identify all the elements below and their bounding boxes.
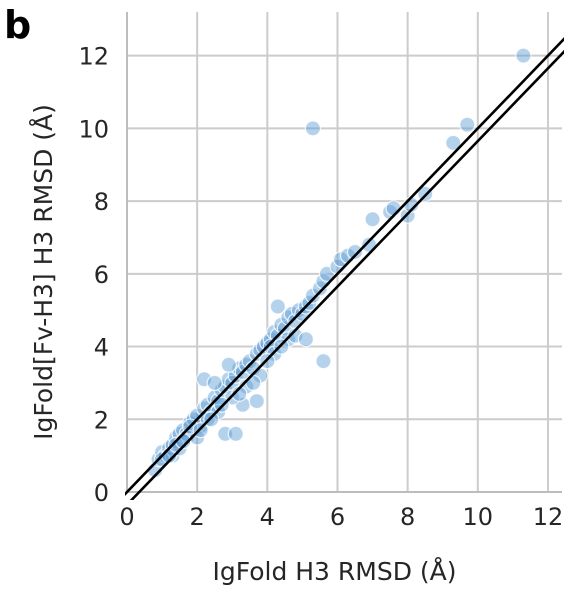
data-point [206, 374, 223, 392]
y-tick-label: 2 [94, 406, 109, 434]
y-tick-label: 6 [94, 261, 109, 289]
axes [126, 12, 562, 493]
reference-lines [125, 37, 564, 500]
x-tick-label: 2 [190, 503, 205, 531]
data-points [146, 47, 532, 479]
tick-labels: 0 2 4 6 8 10 12 0 2 4 6 8 10 12 [78, 43, 563, 531]
data-point [515, 47, 532, 64]
data-point [227, 425, 244, 442]
y-tick-label: 12 [78, 43, 109, 71]
data-point [364, 211, 381, 228]
y-tick-label: 0 [94, 479, 109, 507]
data-point [220, 356, 237, 373]
reference-line [129, 49, 564, 500]
panel-label: b [4, 3, 31, 47]
data-point [269, 298, 286, 315]
data-point [304, 120, 322, 137]
data-point [459, 116, 476, 133]
x-tick-label: 12 [533, 503, 564, 531]
data-point [315, 352, 332, 370]
x-tick-label: 0 [119, 503, 134, 531]
data-point [248, 392, 265, 410]
x-tick-label: 6 [330, 503, 345, 531]
x-tick-label: 10 [463, 503, 494, 531]
x-tick-label: 4 [260, 503, 275, 531]
y-tick-label: 8 [94, 188, 109, 216]
data-point [445, 134, 462, 152]
y-tick-label: 4 [94, 334, 109, 362]
data-point [231, 385, 248, 402]
x-axis-title: IgFold H3 RMSD (Å) [212, 557, 456, 586]
data-point [287, 327, 304, 344]
data-point [196, 371, 213, 388]
data-point [297, 331, 315, 348]
data-point [346, 243, 364, 261]
reference-line [125, 37, 564, 496]
y-tick-label: 10 [78, 115, 109, 143]
x-tick-label: 8 [400, 503, 415, 531]
y-axis-title: IgFold[Fv-H3] H3 RMSD (Å) [29, 104, 58, 440]
